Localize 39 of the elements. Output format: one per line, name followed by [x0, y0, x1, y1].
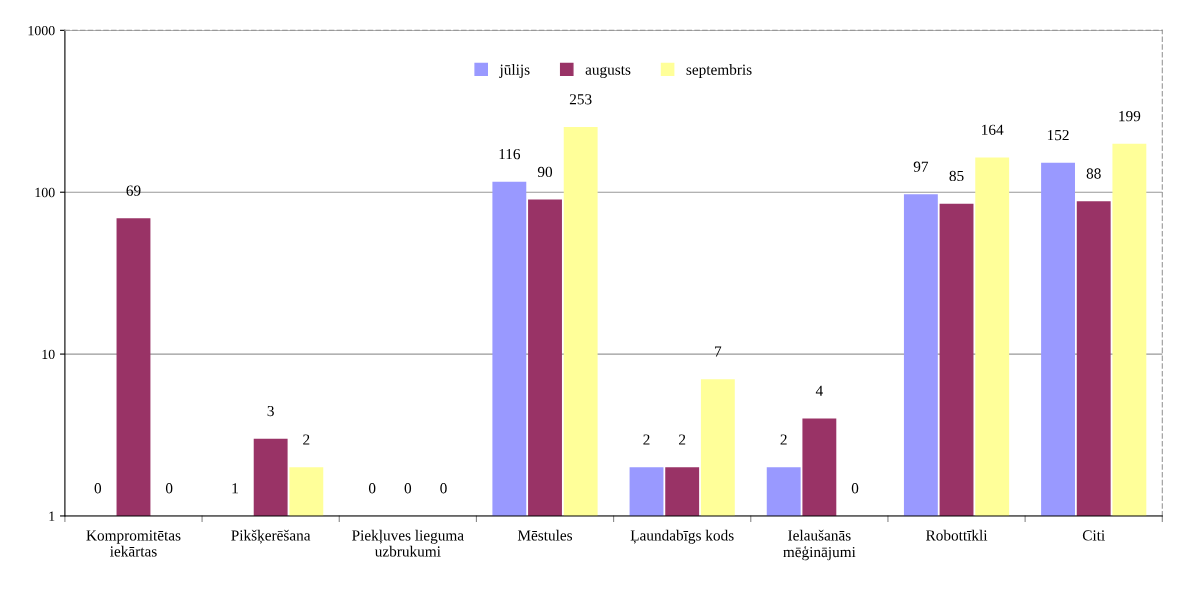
legend-label: septembris — [686, 64, 752, 78]
text: 0 — [404, 483, 412, 494]
x-tick-label: Ielaušanās mēģinājumi — [783, 529, 856, 561]
x-tick-label: Piekļuves lieguma uzbrukumi — [352, 529, 464, 557]
x-tick-label: Pikšķerēšana — [231, 529, 311, 544]
data-label: 2 — [303, 434, 310, 445]
data-label: 4 — [815, 385, 823, 396]
data-label: 199 — [1119, 111, 1141, 122]
data-label: 3 — [267, 405, 274, 417]
text: 1 — [232, 483, 238, 494]
legend-label: augusts — [585, 66, 631, 78]
data-label: 253 — [569, 94, 592, 105]
text: 0 — [165, 483, 173, 494]
data-label: 2 — [780, 434, 787, 445]
x-tick-label: Kompromitētas iekārtas — [86, 530, 181, 557]
text: 0 — [94, 483, 102, 494]
data-label: 116 — [499, 148, 521, 160]
data-label: 2 — [679, 434, 686, 445]
data-label: 85 — [949, 170, 964, 182]
y-tick-label: 100 — [35, 187, 55, 198]
data-label: 2 — [643, 434, 650, 445]
y-tick-label: 1 — [49, 511, 55, 521]
text: 0 — [440, 483, 447, 494]
x-tick-label: Citi — [1082, 530, 1105, 541]
legend-label: jūlijs — [499, 64, 530, 78]
x-tick-label: Robottīkli — [925, 529, 988, 541]
y-tick-label: 10 — [42, 349, 55, 360]
x-tick-label: Ļaundabīgs kods — [630, 529, 734, 544]
data-label: 88 — [1086, 168, 1101, 179]
x-tick-label: Mēstules — [517, 529, 573, 541]
text: 0 — [368, 483, 376, 494]
data-label: 97 — [913, 161, 929, 172]
data-label: 164 — [982, 124, 1004, 135]
data-label: 90 — [537, 166, 553, 178]
data-label: 69 — [126, 185, 141, 196]
y-tick-label: 1000 — [28, 25, 55, 36]
data-label: 7 — [715, 346, 722, 357]
data-label: 152 — [1047, 129, 1069, 141]
text: 0 — [851, 483, 859, 494]
